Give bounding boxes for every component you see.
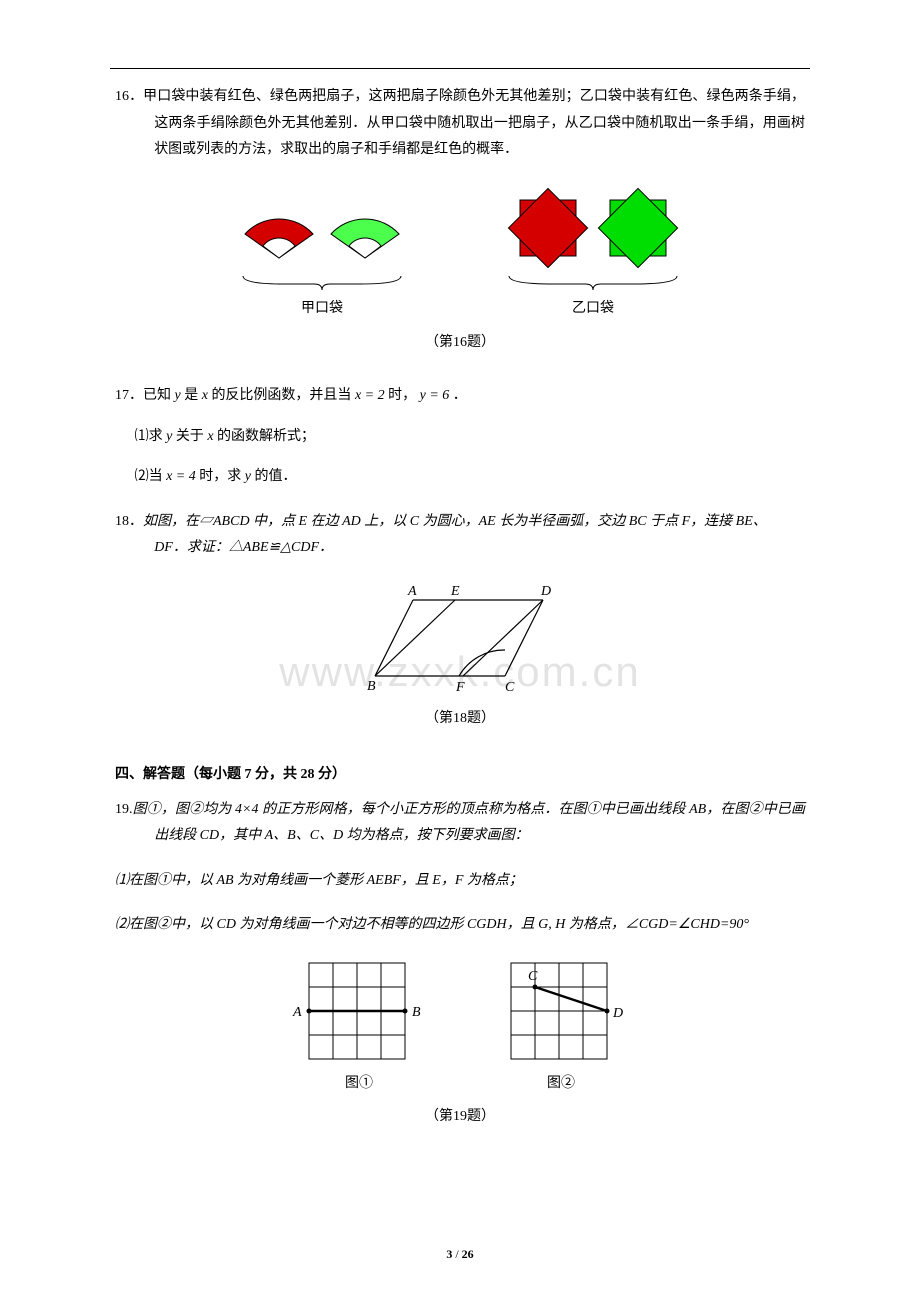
problem-16-figure: 甲口袋 乙口袋: [115, 186, 805, 323]
p17s2-suf: 的值．: [251, 469, 297, 484]
label-C: C: [505, 680, 515, 695]
fan-green-icon: [325, 198, 405, 268]
hanky-red-icon: [506, 186, 590, 268]
page-total: 26: [462, 1247, 474, 1261]
problem-18-number: 18．: [115, 514, 143, 529]
grid1-label-A: A: [292, 1005, 302, 1020]
problem-19-text: 19.图①，图②均为 4×4 的正方形网格，每个小正方形的顶点称为格点．在图①中…: [115, 797, 805, 850]
bag-b-group: 乙口袋: [505, 186, 681, 323]
problem-18: 18．如图，在▱ABCD 中，点 E 在边 AD 上，以 C 为圆心，AE 长为…: [115, 509, 805, 733]
p17-eq1: x = 2: [355, 388, 385, 403]
problem-16-body: 甲口袋中装有红色、绿色两把扇子，这两把扇子除颜色外无其他差别；乙口袋中装有红色、…: [143, 89, 805, 157]
section-4-heading: 四、解答题（每小题 7 分，共 28 分）: [115, 763, 805, 783]
p17-eq2: y = 6: [416, 388, 453, 403]
problem-18-text: 18．如图，在▱ABCD 中，点 E 在边 AD 上，以 C 为圆心，AE 长为…: [115, 509, 805, 562]
page-number: 3 / 26: [0, 1247, 920, 1262]
problem-17-number: 17．: [115, 388, 143, 403]
grid-1-label: 图①: [345, 1071, 373, 1098]
problem-18-caption: （第18题）: [115, 706, 805, 733]
problem-17-text: 17．已知 y 是 x 的反比例函数，并且当 x = 2 时， y = 6 ．: [115, 383, 805, 410]
p17s2-eq: x = 4: [166, 469, 196, 484]
p17-t3: 的反比例函数，并且当: [208, 388, 355, 403]
problem-17: 17．已知 y 是 x 的反比例函数，并且当 x = 2 时， y = 6 ． …: [115, 383, 805, 491]
grid-1-block: A B 图①: [284, 959, 434, 1098]
p17s2-mid: 时，求: [196, 469, 245, 484]
grid2-label-C: C: [528, 969, 538, 984]
grid-2-block: C D 图②: [486, 959, 636, 1098]
label-F: F: [455, 680, 465, 695]
grid-2-svg: C D: [486, 959, 636, 1065]
grid1-label-B: B: [412, 1005, 421, 1020]
problem-19-sub2: ⑵在图②中，以 CD 为对角线画一个对边不相等的四边形 CGDH，且 G, H …: [115, 912, 805, 939]
brace-b-icon: [505, 274, 681, 292]
hanky-green-icon: [596, 186, 680, 268]
problem-17-sub2: ⑵当 x = 4 时，求 y 的值．: [115, 464, 805, 491]
bag-a-group: 甲口袋: [239, 198, 405, 323]
problem-19-figures: A B 图①: [115, 959, 805, 1098]
problem-16-number: 16．: [115, 89, 143, 104]
p17s2-pre: ⑵当: [135, 469, 167, 484]
p17-t1: 已知: [143, 388, 175, 403]
bag-a-label: 甲口袋: [301, 296, 343, 323]
p17-t2: 是: [181, 388, 202, 403]
grid2-label-D: D: [612, 1006, 623, 1021]
problem-16-caption: （第16题）: [115, 330, 805, 357]
label-B: B: [367, 679, 376, 694]
hanky-pair: [506, 186, 680, 268]
p17s1-suf: 的函数解析式；: [214, 429, 316, 444]
brace-a-icon: [239, 274, 405, 292]
problem-16: 16．甲口袋中装有红色、绿色两把扇子，这两把扇子除颜色外无其他差别；乙口袋中装有…: [115, 84, 805, 357]
label-E: E: [450, 584, 460, 599]
label-D: D: [540, 584, 551, 599]
fan-pair: [239, 198, 405, 268]
p17s1-mid: 关于: [172, 429, 207, 444]
p18-line1: 如图，在▱ABCD 中，点 E 在边 AD 上，以 C 为圆心，AE 长为半径画…: [143, 514, 767, 529]
page-content: 16．甲口袋中装有红色、绿色两把扇子，这两把扇子除颜色外无其他差别；乙口袋中装有…: [115, 84, 805, 1148]
parallelogram-svg: A E D B F C: [355, 580, 565, 700]
problem-19-sub1: ⑴在图①中，以 AB 为对角线画一个菱形 AEBF，且 E，F 为格点；: [115, 868, 805, 895]
problem-19-caption: （第19题）: [115, 1104, 805, 1131]
problem-19: 19.图①，图②均为 4×4 的正方形网格，每个小正方形的顶点称为格点．在图①中…: [115, 797, 805, 1131]
grid-2-label: 图②: [547, 1071, 575, 1098]
p17-t5: ．: [453, 388, 467, 403]
problem-16-text: 16．甲口袋中装有红色、绿色两把扇子，这两把扇子除颜色外无其他差别；乙口袋中装有…: [115, 84, 805, 164]
problem-19-number: 19.: [115, 802, 133, 817]
page-top-rule: [110, 68, 810, 69]
problem-17-sub1: ⑴求 y 关于 x 的函数解析式；: [115, 424, 805, 451]
bag-b-label: 乙口袋: [572, 296, 614, 323]
problem-18-figure: A E D B F C: [115, 580, 805, 700]
p17s1-pre: ⑴求: [135, 429, 167, 444]
label-A: A: [407, 584, 417, 599]
p19-body: 图①，图②均为 4×4 的正方形网格，每个小正方形的顶点称为格点．在图①中已画出…: [133, 802, 806, 844]
p17-t4: 时，: [385, 388, 417, 403]
page-sep: /: [452, 1247, 461, 1261]
grid-1-svg: A B: [284, 959, 434, 1065]
fan-red-icon: [239, 198, 319, 268]
p18-line2: DF．求证：△ABE≌△CDF．: [154, 540, 333, 555]
